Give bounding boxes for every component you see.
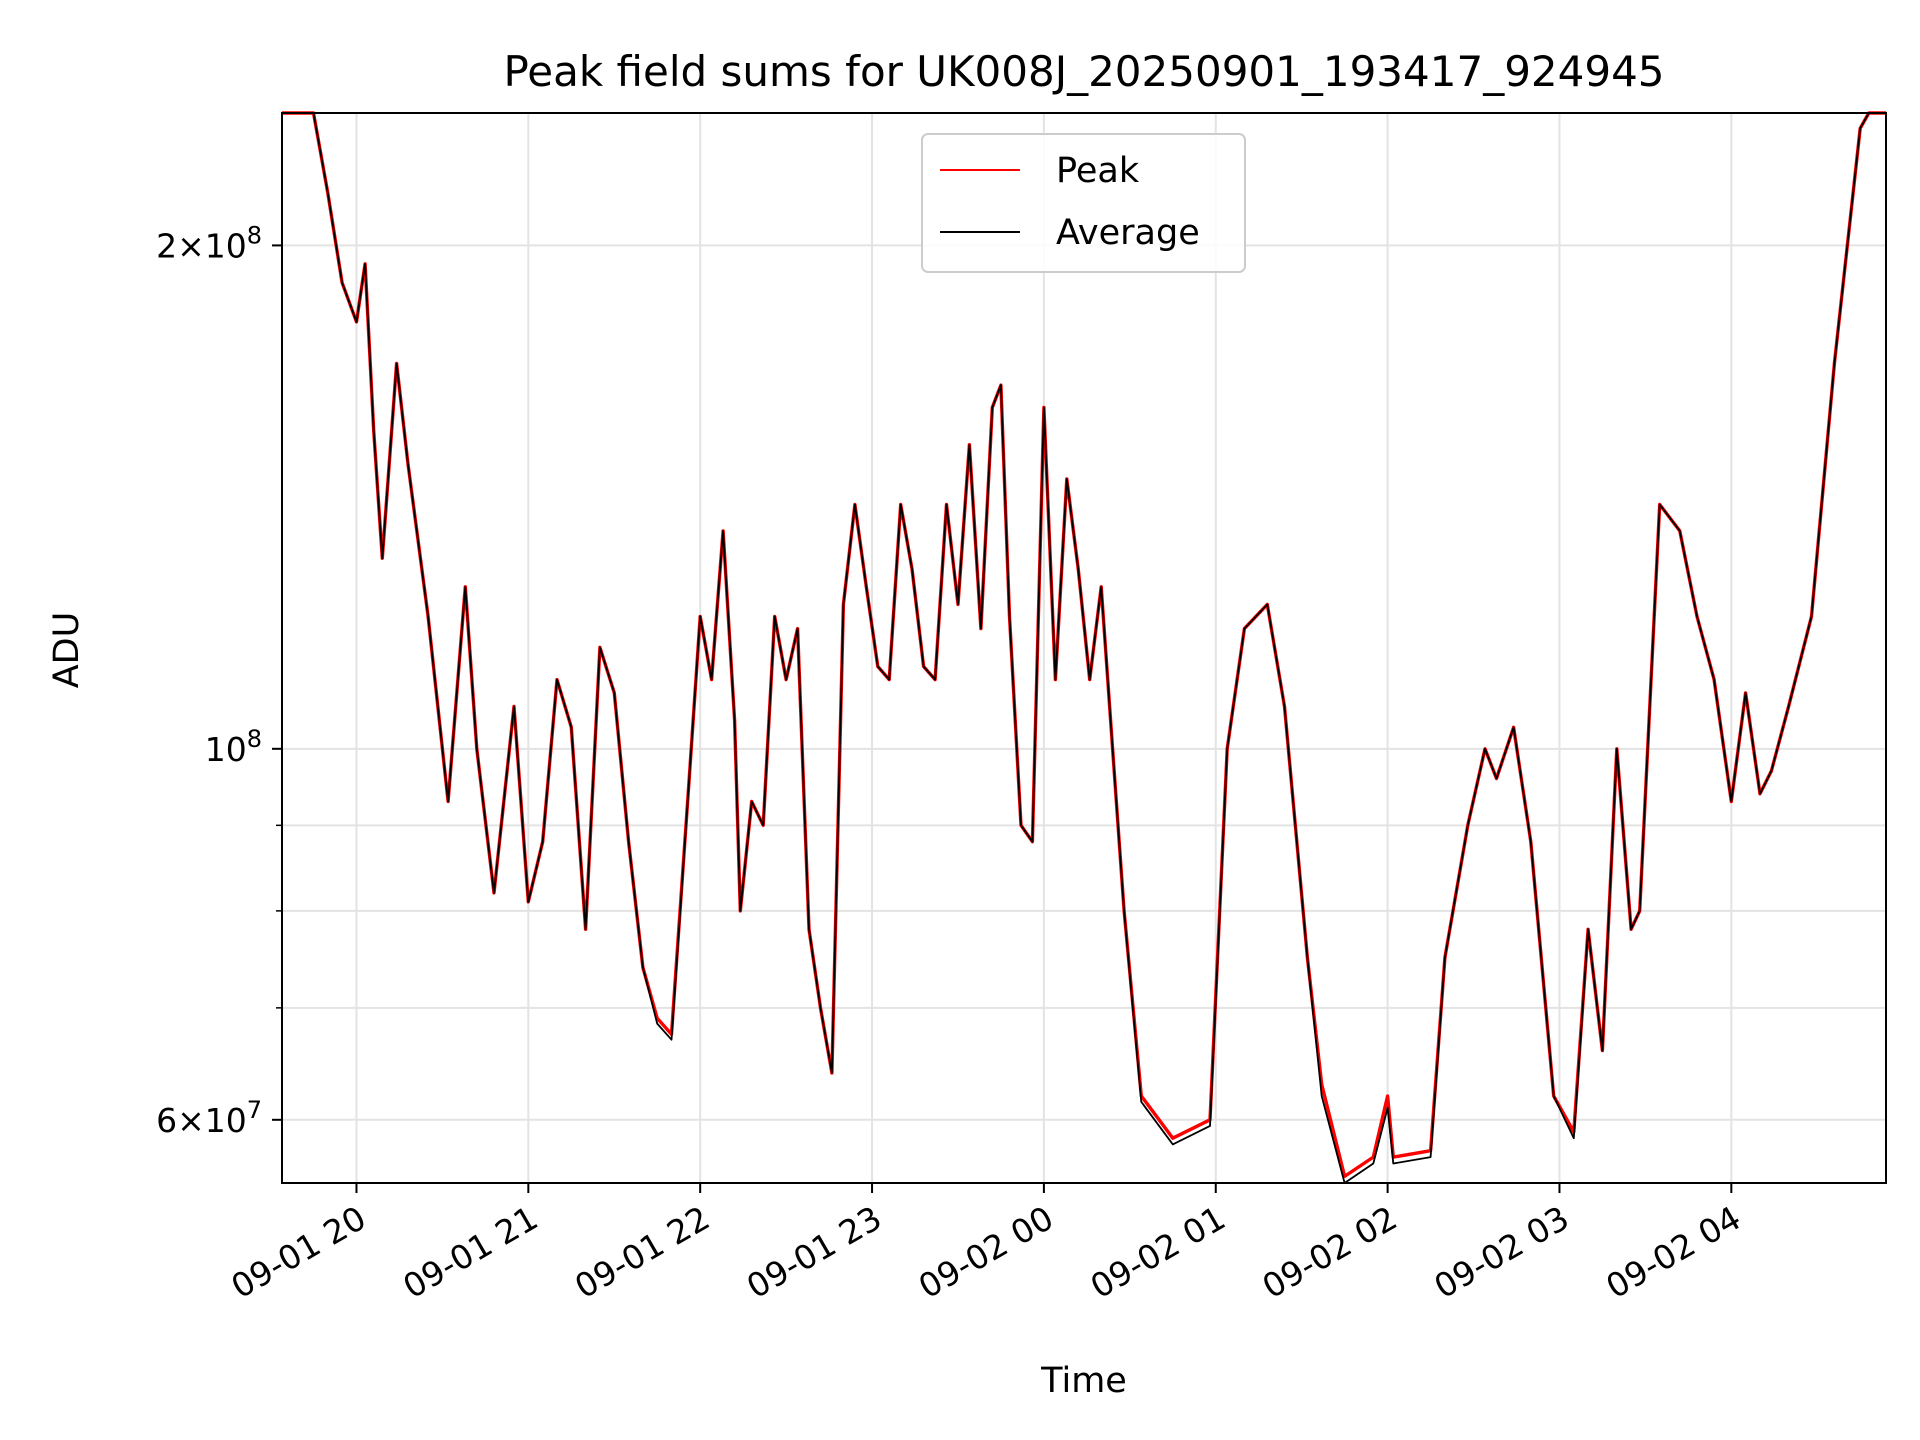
legend-label-average: Average bbox=[1056, 213, 1200, 253]
legend-label-peak: Peak bbox=[1056, 151, 1140, 191]
series-line-average bbox=[282, 112, 1886, 1184]
y-tick-label: 6×107 bbox=[156, 1096, 262, 1140]
plot-frame bbox=[281, 112, 1887, 1184]
y-tick-label: 108 bbox=[205, 725, 262, 769]
y-axis-label: ADU bbox=[47, 612, 87, 689]
chart-title: Peak field sums for UK008J_20250901_1934… bbox=[503, 47, 1664, 96]
legend-box bbox=[921, 133, 1246, 273]
series-lines bbox=[282, 111, 1886, 1184]
y-axis-ticks: 6×107 108 2×108 bbox=[156, 221, 282, 1140]
y-tick-label: 2×108 bbox=[156, 221, 262, 265]
legend: Peak Average bbox=[921, 133, 1246, 273]
x-axis-label: Time bbox=[1040, 1361, 1127, 1401]
